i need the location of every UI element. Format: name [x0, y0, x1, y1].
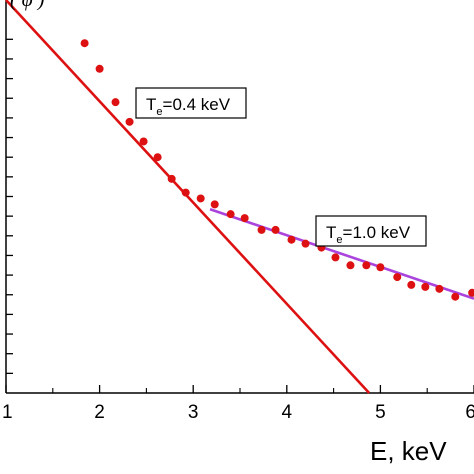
svg-text:Te=1.0 keV: Te=1.0 keV	[326, 223, 411, 246]
data-point-22	[407, 280, 416, 289]
data-point-10	[226, 210, 235, 219]
x-tick-label-5: 6	[465, 402, 474, 423]
data-point-17	[331, 253, 340, 262]
data-point-21	[393, 273, 402, 282]
fit-lines	[5, 0, 474, 394]
data-point-18	[346, 261, 355, 270]
x-axis-title: E, keV	[370, 436, 447, 466]
data-point-2	[111, 98, 120, 107]
data-points	[80, 39, 474, 301]
data-point-11	[240, 214, 249, 223]
x-tick-label-1: 2	[94, 402, 105, 423]
data-point-23	[421, 282, 430, 291]
fit-line-1	[209, 208, 474, 300]
data-point-5	[153, 153, 162, 162]
data-point-19	[362, 261, 371, 270]
data-point-20	[376, 263, 385, 272]
x-axis-ticks: 1 2 3 4 5 6	[2, 385, 474, 423]
x-tick-label-0: 1	[2, 402, 13, 423]
x-tick-label-4: 5	[375, 402, 386, 423]
data-point-15	[301, 239, 310, 248]
data-point-8	[196, 194, 205, 203]
fit-line-0	[5, 0, 371, 394]
x-tick-label-3: 4	[282, 402, 293, 423]
data-point-26	[468, 288, 474, 297]
data-point-13	[271, 225, 280, 234]
annotation-te-low: Te=0.4 keV	[135, 87, 247, 119]
data-point-7	[181, 188, 190, 197]
x-tick-label-2: 3	[188, 402, 199, 423]
data-point-14	[287, 235, 296, 244]
data-point-25	[451, 292, 460, 301]
data-point-6	[167, 174, 176, 183]
y-axis-ticks	[6, 38, 13, 375]
data-point-4	[139, 137, 148, 146]
y-axis-label-fragment: ( φ )	[10, 0, 45, 11]
data-point-1	[95, 64, 104, 73]
annotation-te-high: Te=1.0 keV	[315, 215, 427, 247]
data-point-0	[80, 39, 89, 48]
data-point-9	[210, 200, 219, 209]
data-point-3	[125, 117, 134, 126]
svg-text:Te=0.4 keV: Te=0.4 keV	[146, 95, 231, 118]
data-point-24	[435, 284, 444, 293]
data-point-12	[257, 225, 266, 234]
